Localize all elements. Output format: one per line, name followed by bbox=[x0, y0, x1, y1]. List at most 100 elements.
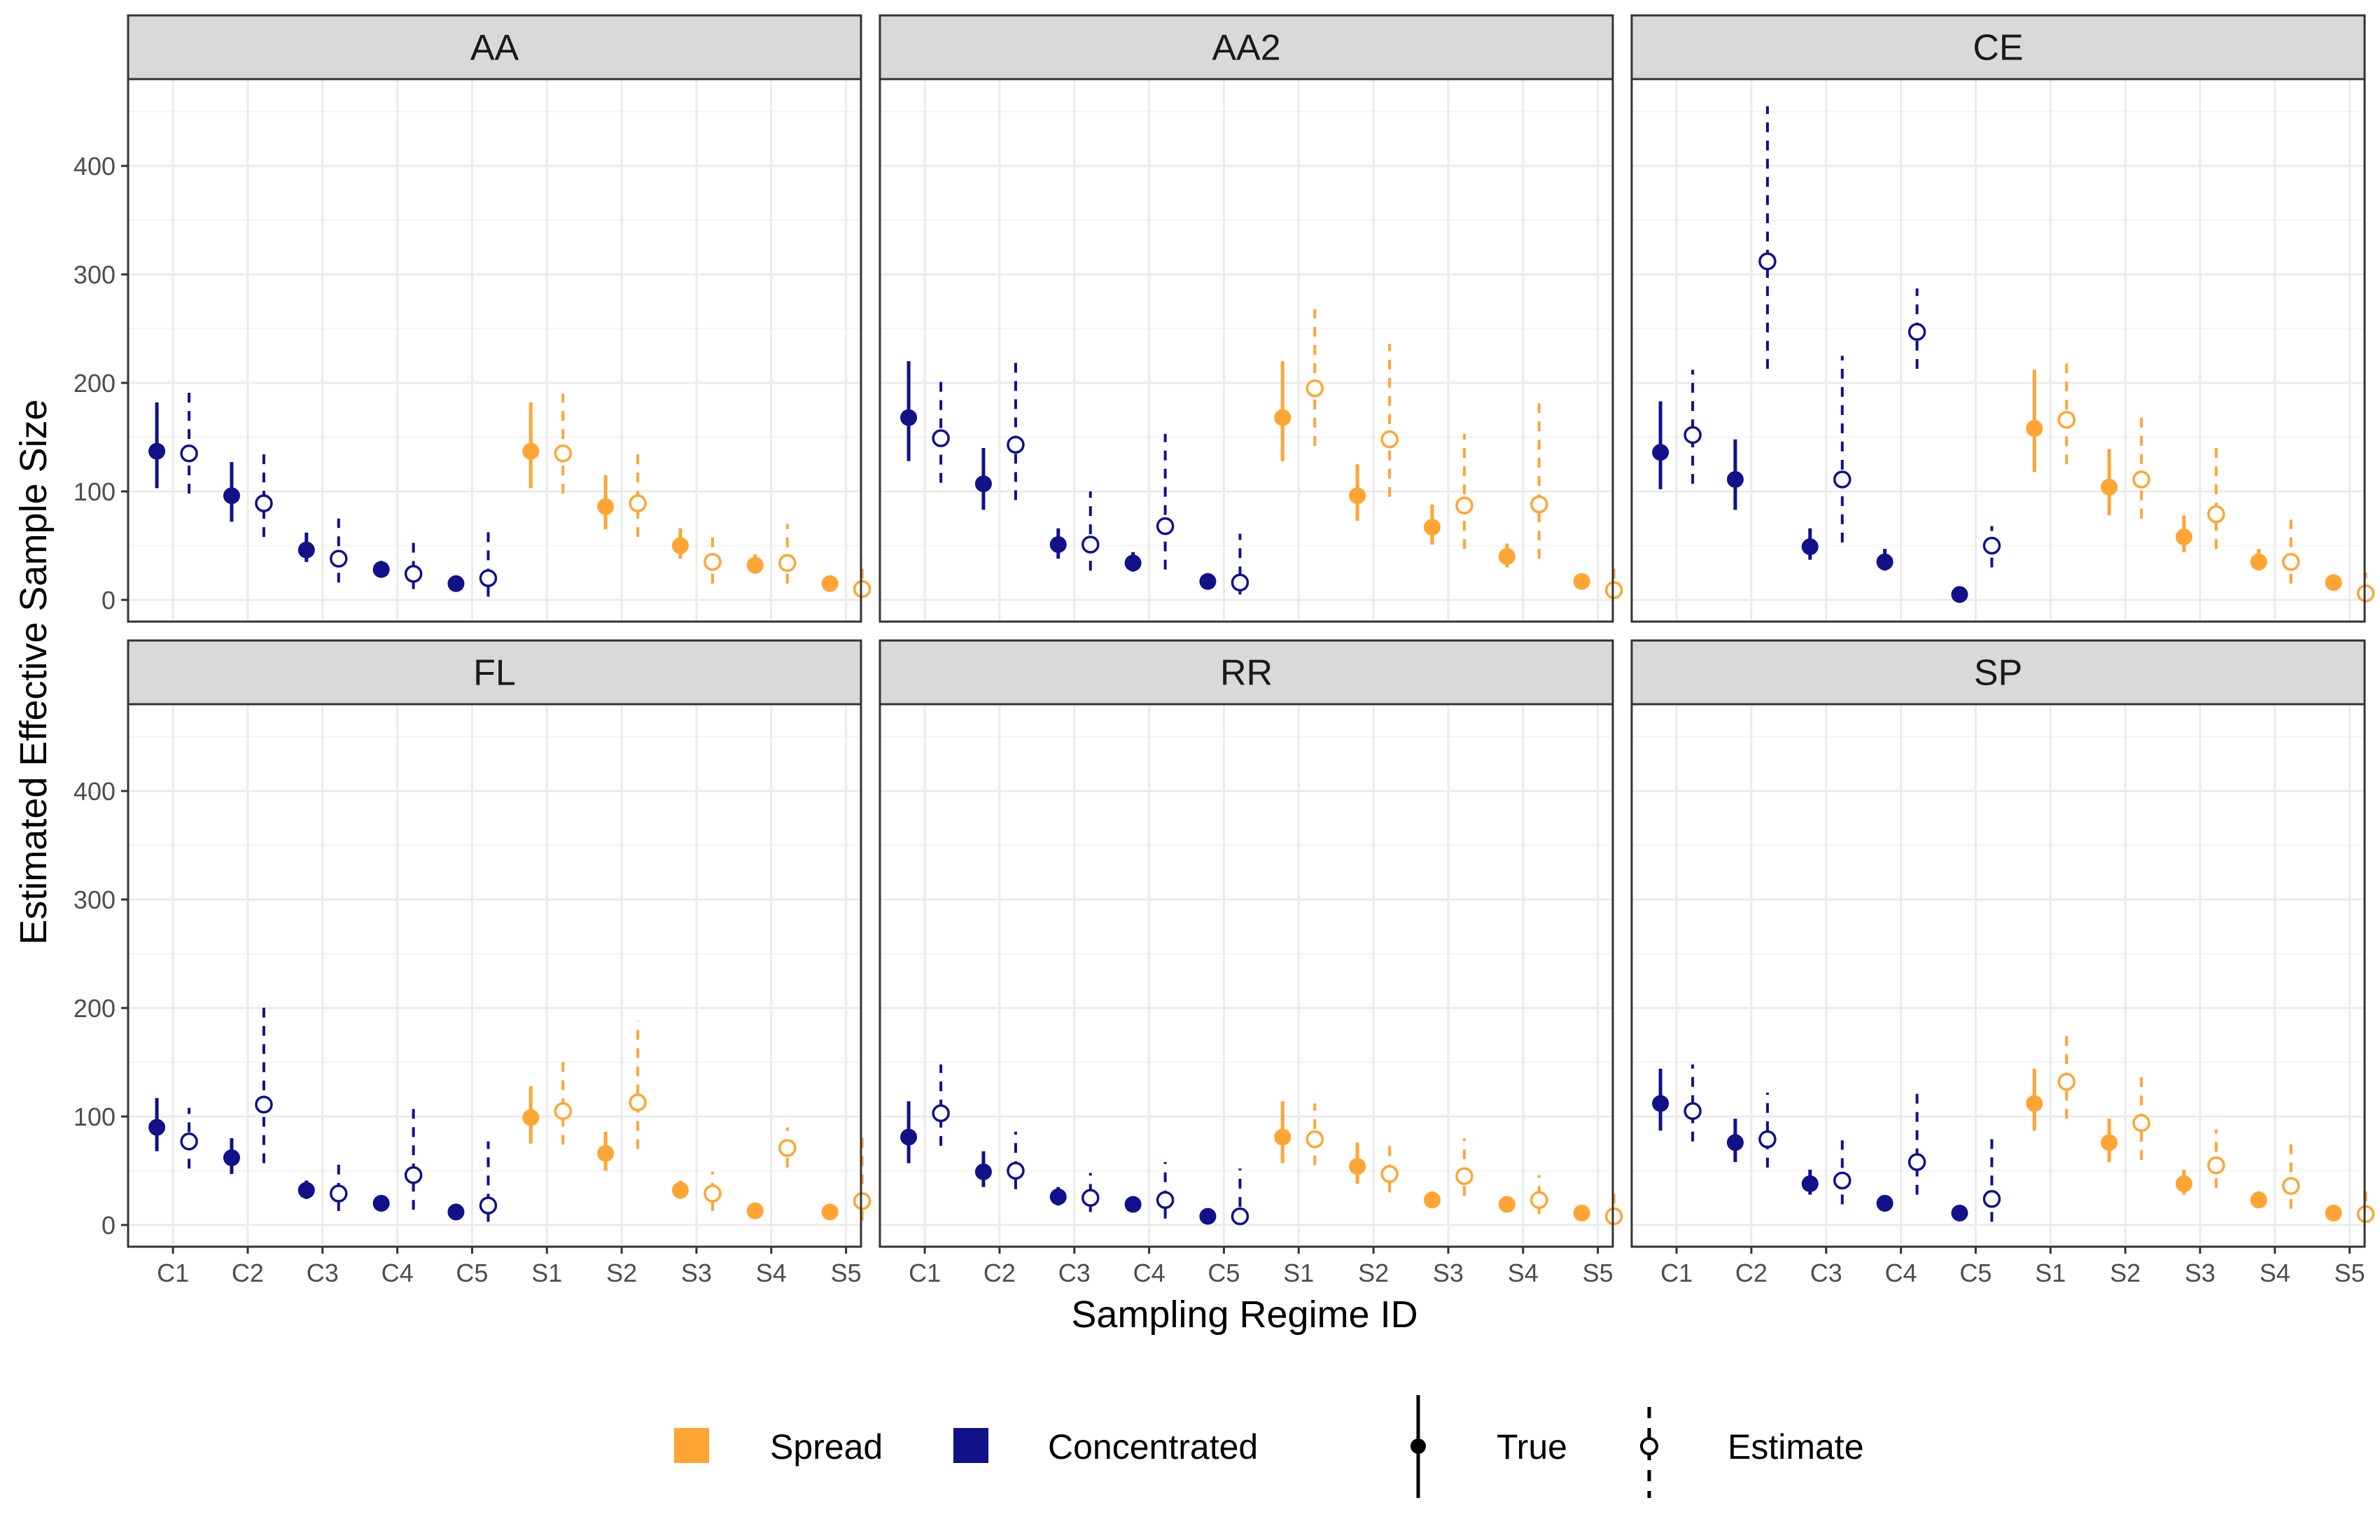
true-point-S3 bbox=[2175, 1175, 2192, 1193]
panel-background bbox=[880, 79, 1613, 622]
x-tick-label-C4: C4 bbox=[1133, 1259, 1166, 1287]
panel-background bbox=[1632, 704, 2365, 1247]
estimate-point-C4 bbox=[1907, 1153, 1926, 1171]
y-tick-label: 300 bbox=[74, 886, 115, 914]
estimate-point-C5 bbox=[1231, 573, 1250, 592]
strip-label-fl: FL bbox=[473, 653, 516, 694]
estimate-point-C5 bbox=[479, 569, 498, 587]
estimate-point-C2 bbox=[1758, 252, 1777, 271]
estimate-point-S3 bbox=[1455, 496, 1474, 514]
x-tick-label-C1: C1 bbox=[157, 1259, 189, 1287]
x-tick-label-C2: C2 bbox=[1735, 1259, 1768, 1287]
x-tick-label-C1: C1 bbox=[909, 1259, 941, 1287]
x-tick-label-S1: S1 bbox=[1283, 1259, 1314, 1287]
estimate-point-C4 bbox=[404, 1166, 423, 1184]
legend: Spread Concentrated True Estimate bbox=[674, 1395, 1864, 1498]
estimate-point-S1 bbox=[554, 444, 573, 463]
y-axis-title: Estimated Effective Sample Size bbox=[13, 399, 55, 944]
estimate-point-C3 bbox=[1082, 536, 1100, 554]
true-point-C5 bbox=[1951, 1204, 1968, 1222]
estimate-point-S2 bbox=[629, 494, 647, 512]
estimate-point-S5 bbox=[1604, 1207, 1623, 1226]
y-tick-label: 100 bbox=[74, 477, 115, 506]
true-point-S5 bbox=[821, 575, 839, 592]
strip-ce bbox=[1630, 14, 2366, 80]
true-point-S1 bbox=[522, 442, 540, 460]
x-tick-label-C2: C2 bbox=[983, 1259, 1016, 1287]
estimate-point-S3 bbox=[2207, 505, 2225, 524]
true-point-S2 bbox=[1349, 487, 1366, 505]
estimate-point-C5 bbox=[1231, 1207, 1250, 1226]
y-tick-label: 400 bbox=[74, 777, 115, 806]
x-axis-title: Sampling Regime ID bbox=[1071, 1294, 1418, 1336]
x-tick-label-S4: S4 bbox=[756, 1259, 787, 1287]
true-point-C4 bbox=[1124, 554, 1142, 572]
estimate-point-S1 bbox=[554, 1102, 573, 1120]
legend-label-estimate: Estimate bbox=[1728, 1427, 1864, 1466]
estimate-point-C2 bbox=[1007, 435, 1025, 454]
strip-aa2 bbox=[878, 14, 1614, 80]
true-point-C3 bbox=[1049, 1188, 1067, 1205]
true-point-S2 bbox=[597, 1144, 615, 1162]
panel-background bbox=[1632, 79, 2365, 622]
panel-sp: SP C1 C2 C3 C4 C5 S1 S2 S3 S4 S5 bbox=[1630, 639, 2375, 1287]
estimate-point-S4 bbox=[2282, 1177, 2300, 1195]
true-point-C4 bbox=[372, 561, 390, 578]
estimate-point-C5 bbox=[1982, 536, 2001, 555]
estimate-point-C3 bbox=[1082, 1189, 1100, 1207]
true-point-S3 bbox=[1423, 519, 1441, 536]
estimate-point-C3 bbox=[330, 550, 348, 568]
true-point-C3 bbox=[298, 1182, 315, 1199]
x-tick-label-S4: S4 bbox=[2260, 1259, 2290, 1287]
true-point-S5 bbox=[1573, 1204, 1590, 1222]
panel-aa: AA 0 100 200 300 400 bbox=[74, 14, 872, 623]
true-point-C2 bbox=[223, 487, 240, 505]
estimate-point-S5 bbox=[853, 1192, 872, 1210]
true-point-C5 bbox=[1951, 586, 1968, 603]
true-point-S4 bbox=[746, 556, 764, 574]
true-point-S1 bbox=[1274, 409, 1292, 426]
panels-layer: AA 0 100 200 300 400 AA2 CE FL 0 100 200 300 400 C1 C2 C… bbox=[74, 14, 2375, 1287]
true-point-C1 bbox=[900, 409, 918, 426]
x-tick-label-C4: C4 bbox=[382, 1259, 414, 1287]
estimate-point-C3 bbox=[1833, 1171, 1851, 1190]
x-tick-label-S1: S1 bbox=[531, 1259, 562, 1287]
true-point-C3 bbox=[1801, 1175, 1819, 1193]
estimate-point-S2 bbox=[1380, 430, 1399, 449]
true-point-C1 bbox=[148, 442, 166, 460]
x-tick-label-S4: S4 bbox=[1508, 1259, 1539, 1287]
true-point-C4 bbox=[372, 1195, 390, 1212]
true-point-C4 bbox=[1876, 553, 1893, 570]
panel-background bbox=[880, 704, 1613, 1247]
true-point-C5 bbox=[1199, 1208, 1217, 1225]
x-tick-label-S3: S3 bbox=[1433, 1259, 1464, 1287]
true-point-C2 bbox=[1726, 470, 1744, 488]
y-tick-label: 100 bbox=[74, 1102, 115, 1131]
strip-rr bbox=[878, 639, 1614, 706]
y-tick-label: 200 bbox=[74, 369, 115, 398]
x-tick-label-C1: C1 bbox=[1660, 1259, 1693, 1287]
x-tick-label-S5: S5 bbox=[2334, 1259, 2365, 1287]
estimate-point-S5 bbox=[2356, 584, 2375, 603]
x-tick-label-S5: S5 bbox=[1583, 1259, 1614, 1287]
x-tick-label-C3: C3 bbox=[1058, 1259, 1091, 1287]
estimate-point-S4 bbox=[778, 554, 797, 573]
true-point-S2 bbox=[597, 498, 615, 515]
estimate-point-S2 bbox=[2132, 470, 2150, 489]
estimate-point-S4 bbox=[1530, 1191, 1548, 1210]
estimate-point-C2 bbox=[255, 1096, 273, 1114]
true-point-C5 bbox=[1199, 573, 1217, 590]
true-point-C5 bbox=[447, 1203, 465, 1221]
x-tick-label-C2: C2 bbox=[232, 1259, 264, 1287]
true-point-C2 bbox=[223, 1149, 240, 1166]
estimate-point-S3 bbox=[704, 1184, 722, 1203]
true-point-S5 bbox=[2325, 574, 2342, 592]
true-point-S4 bbox=[1498, 1196, 1516, 1213]
estimate-point-S3 bbox=[2207, 1156, 2225, 1175]
true-point-C1 bbox=[900, 1128, 918, 1146]
estimate-point-S3 bbox=[704, 553, 722, 571]
panel-background bbox=[128, 704, 861, 1247]
panel-ce: CE bbox=[1630, 14, 2375, 623]
x-tick-label-S5: S5 bbox=[831, 1259, 862, 1287]
